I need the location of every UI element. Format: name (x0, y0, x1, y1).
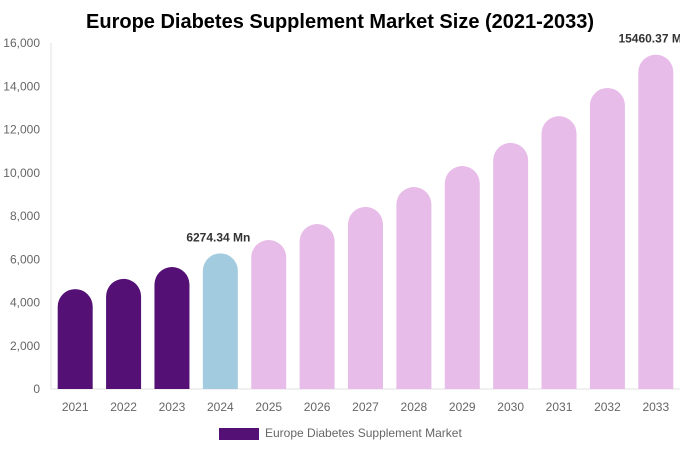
y-axis: 0 2,000 4,000 6,000 8,000 10,000 12,000 14,000 1… (3, 36, 40, 396)
x-tick-label: 2030 (497, 400, 524, 414)
legend-swatch (219, 428, 259, 440)
bar-2030[interactable] (493, 142, 529, 389)
bar-2031[interactable] (541, 116, 577, 389)
y-tick-label: 0 (33, 382, 40, 396)
legend[interactable]: Europe Diabetes Supplement Market (219, 426, 462, 440)
x-tick-label: 2021 (62, 400, 89, 414)
bar-2021[interactable] (57, 289, 93, 389)
bar-2027[interactable] (348, 206, 383, 389)
x-tick-label: 2025 (255, 400, 282, 414)
x-tick-label: 2026 (304, 400, 331, 414)
data-label: 6274.34 Mn (186, 230, 250, 244)
x-tick-label: 2032 (594, 400, 621, 414)
data-label: 15460.37 Mn (618, 32, 680, 46)
data-labels: 6274.34 Mn 15460.37 Mn (186, 32, 680, 245)
y-tick-label: 16,000 (3, 36, 40, 50)
y-tick-label: 14,000 (3, 79, 40, 93)
bar-2024[interactable] (202, 253, 238, 389)
bar-2023[interactable] (154, 267, 190, 389)
bar-2033[interactable] (638, 54, 674, 390)
bar-2025[interactable] (251, 240, 287, 389)
legend-label: Europe Diabetes Supplement Market (265, 426, 462, 440)
x-tick-label: 2028 (401, 400, 428, 414)
x-tick-label: 2024 (207, 400, 234, 414)
x-tick-label: 2033 (642, 400, 669, 414)
bar-2028[interactable] (396, 187, 432, 389)
x-tick-label: 2023 (159, 400, 186, 414)
bars (57, 54, 674, 390)
y-tick-label: 8,000 (10, 209, 40, 223)
x-tick-label: 2031 (546, 400, 573, 414)
y-tick-label: 10,000 (3, 166, 40, 180)
chart-title: Europe Diabetes Supplement Market Size (… (86, 11, 594, 33)
bar-2032[interactable] (589, 87, 625, 389)
x-tick-label: 2029 (449, 400, 476, 414)
bar-2026[interactable] (299, 224, 335, 389)
y-tick-label: 2,000 (10, 339, 40, 353)
x-tick-label: 2022 (110, 400, 137, 414)
bar-2022[interactable] (106, 278, 142, 389)
y-tick-label: 6,000 (10, 252, 40, 266)
x-tick-label: 2027 (352, 400, 379, 414)
bar-2029[interactable] (444, 166, 480, 389)
y-tick-label: 4,000 (10, 296, 40, 310)
x-axis: 2021 2022 2023 2024 2025 2026 2027 2028 2029 2030… (62, 400, 670, 414)
y-tick-label: 12,000 (3, 123, 40, 137)
